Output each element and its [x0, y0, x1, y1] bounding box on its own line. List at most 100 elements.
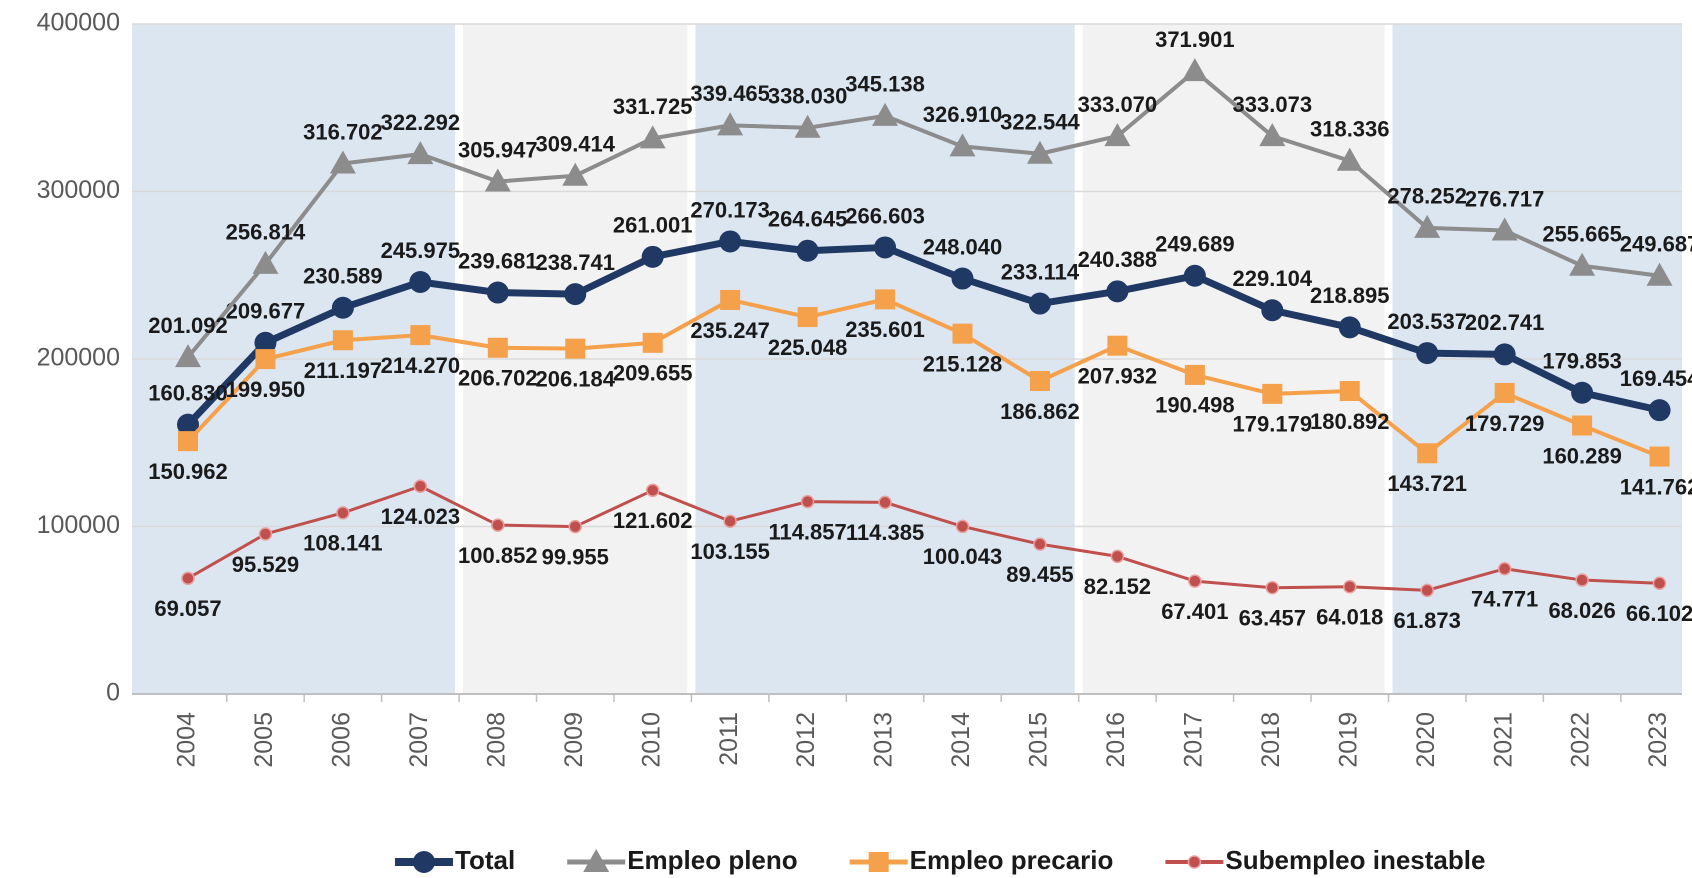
- point: [254, 331, 277, 354]
- data-label: 190.498: [1155, 393, 1235, 418]
- data-label: 270.173: [690, 197, 770, 222]
- data-label: 266.603: [845, 203, 925, 228]
- point: [1494, 382, 1515, 403]
- data-label: 239.681: [458, 248, 538, 273]
- point: [1339, 381, 1360, 402]
- point: [719, 230, 742, 253]
- data-label: 256.814: [226, 220, 306, 245]
- point: [413, 479, 428, 494]
- data-label: 114.385: [846, 520, 924, 545]
- point: [1029, 371, 1050, 392]
- data-label: 199.950: [226, 377, 306, 402]
- point: [1652, 576, 1667, 591]
- data-label: 371.901: [1155, 27, 1235, 52]
- point: [410, 325, 431, 346]
- point: [1338, 316, 1361, 339]
- data-label: 100.043: [923, 544, 1003, 569]
- line: [187, 484, 1660, 592]
- x-tick-label: 2018: [1257, 712, 1285, 768]
- point: [258, 527, 273, 541]
- legend-label: Subempleo inestable: [1225, 845, 1485, 875]
- data-label: 233.114: [1001, 259, 1080, 284]
- point: [413, 851, 435, 873]
- point: [796, 239, 819, 262]
- data-label: 278.252: [1387, 184, 1467, 209]
- data-label: 322.292: [381, 110, 461, 135]
- data-label: 124.023: [381, 504, 461, 529]
- data-label: 211.197: [304, 358, 382, 383]
- point: [720, 289, 741, 310]
- point: [1265, 580, 1280, 595]
- data-label: 179.179: [1233, 412, 1313, 437]
- data-label: 201.092: [148, 313, 228, 338]
- data-label: 203.537: [1387, 309, 1467, 334]
- data-label: 69.057: [154, 596, 221, 621]
- data-label: 150.962: [148, 459, 228, 484]
- point: [565, 338, 586, 359]
- line: [186, 69, 1660, 359]
- data-label: 230.589: [303, 264, 383, 289]
- data-label: 180.892: [1310, 409, 1390, 434]
- line: [186, 297, 1661, 459]
- point: [1572, 415, 1593, 436]
- point: [1420, 583, 1434, 598]
- point: [1416, 342, 1439, 365]
- data-label: 82.152: [1084, 574, 1151, 599]
- point: [1414, 214, 1441, 238]
- data-label: 179.729: [1465, 411, 1545, 436]
- data-label: 61.873: [1394, 608, 1461, 633]
- point: [1569, 252, 1596, 276]
- point: [1261, 299, 1284, 322]
- point: [641, 245, 664, 268]
- point: [645, 483, 660, 498]
- data-label: 186.862: [1000, 399, 1080, 424]
- point: [1336, 147, 1363, 171]
- point: [568, 519, 582, 534]
- x-tick-label: 2023: [1644, 712, 1672, 768]
- data-label: 333.070: [1078, 92, 1158, 117]
- x-tick-label: 2015: [1025, 712, 1053, 768]
- point: [639, 125, 666, 149]
- point: [336, 506, 350, 520]
- point: [1104, 123, 1131, 147]
- point: [562, 162, 589, 186]
- line: [185, 237, 1661, 428]
- point: [952, 323, 973, 344]
- x-tick-label: 2017: [1179, 712, 1207, 768]
- y-tick-label: 400000: [37, 9, 120, 37]
- point: [487, 337, 508, 358]
- data-label: 206.702: [458, 366, 538, 391]
- point: [800, 494, 815, 509]
- point: [875, 289, 896, 310]
- point: [181, 571, 195, 586]
- legend-label: Total: [455, 845, 515, 875]
- y-tick-label: 0: [106, 679, 120, 707]
- data-label: 229.104: [1233, 266, 1313, 291]
- data-label: 103.155: [690, 539, 770, 564]
- point: [949, 133, 976, 157]
- x-tick-label: 2021: [1489, 712, 1517, 768]
- point: [564, 283, 587, 306]
- point: [874, 236, 897, 259]
- point: [252, 250, 279, 274]
- point: [491, 518, 505, 532]
- point: [175, 344, 201, 368]
- data-label: 202.741: [1465, 310, 1545, 335]
- series: [181, 479, 1667, 598]
- point: [642, 332, 663, 353]
- point: [1646, 262, 1673, 286]
- data-label: 218.895: [1310, 283, 1390, 308]
- point: [409, 270, 432, 293]
- x-tick-label: 2020: [1412, 712, 1440, 768]
- data-label: 67.401: [1161, 599, 1228, 624]
- point: [723, 514, 737, 528]
- data-label: 68.026: [1548, 598, 1615, 623]
- x-tick-label: 2007: [405, 712, 433, 768]
- x-tick-label: 2016: [1102, 712, 1130, 768]
- point: [255, 349, 276, 370]
- point: [1028, 292, 1051, 315]
- data-label: 240.388: [1078, 247, 1158, 272]
- point: [1491, 217, 1518, 241]
- point: [1648, 399, 1671, 422]
